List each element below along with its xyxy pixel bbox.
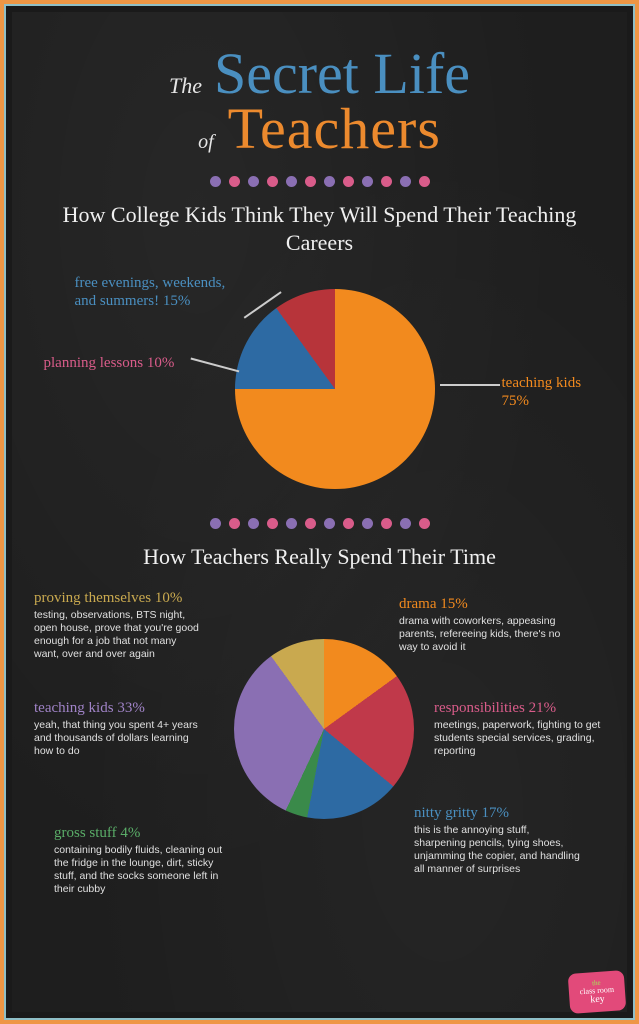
divider-dot — [362, 176, 373, 187]
divider-dot — [381, 176, 392, 187]
title-the: The — [169, 73, 202, 99]
lbl-nitty-desc: this is the annoying stuff, sharpening p… — [414, 824, 584, 877]
divider-dot — [343, 518, 354, 529]
divider-dot — [419, 176, 430, 187]
title-teachers: Teachers — [228, 95, 441, 162]
lbl-resp: responsibilities 21% meetings, paperwork… — [434, 699, 604, 758]
lbl-teaching33: teaching kids 33% yeah, that thing you s… — [34, 699, 204, 758]
divider-dot — [419, 518, 430, 529]
divider-dot — [248, 176, 259, 187]
divider-dot — [305, 176, 316, 187]
divider-dots-top — [34, 176, 605, 187]
divider-dot — [229, 518, 240, 529]
chart1-wrap: teaching kids 75% free evenings, weekend… — [40, 274, 600, 504]
divider-dot — [267, 518, 278, 529]
lbl-gross: gross stuff 4% containing bodily fluids,… — [54, 824, 224, 897]
lbl-drama-title: drama 15% — [399, 596, 468, 612]
divider-dot — [267, 176, 278, 187]
arrow-teaching — [440, 384, 500, 386]
divider-dot — [286, 176, 297, 187]
lbl-teaching33-title: teaching kids 33% — [34, 700, 145, 716]
lbl-teaching33-desc: yeah, that thing you spent 4+ years and … — [34, 719, 204, 758]
lbl-resp-title: responsibilities 21% — [434, 700, 556, 716]
divider-dots-mid — [34, 518, 605, 529]
lbl-free15: free evenings, weekends, and summers! 15… — [75, 274, 226, 310]
divider-dot — [248, 518, 259, 529]
lbl-gross-title: gross stuff 4% — [54, 825, 140, 841]
lbl-resp-desc: meetings, paperwork, fighting to get stu… — [434, 719, 604, 758]
divider-dot — [229, 176, 240, 187]
content: The Secret Life of Teachers How College … — [6, 6, 633, 1018]
main-title: The Secret Life of Teachers — [34, 40, 605, 162]
lbl-proving-desc: testing, observations, BTS night, open h… — [34, 609, 204, 662]
lbl-drama: drama 15% drama with coworkers, appeasin… — [399, 595, 569, 654]
lbl-gross-desc: containing bodily fluids, cleaning out t… — [54, 844, 224, 897]
lbl-teaching75: teaching kids 75% — [502, 374, 600, 410]
divider-dot — [324, 518, 335, 529]
divider-dot — [324, 176, 335, 187]
lbl-nitty-title: nitty gritty 17% — [414, 805, 509, 821]
divider-dot — [362, 518, 373, 529]
lbl-planning10: planning lessons 10% — [44, 354, 175, 372]
lbl-proving: proving themselves 10% testing, observat… — [34, 589, 204, 662]
inner-border: The Secret Life of Teachers How College … — [4, 4, 635, 1020]
chart2-wrap: proving themselves 10% testing, observat… — [34, 589, 614, 919]
divider-dot — [400, 176, 411, 187]
lbl-proving-title: proving themselves 10% — [34, 590, 182, 606]
divider-dot — [381, 518, 392, 529]
divider-dot — [305, 518, 316, 529]
divider-dot — [343, 176, 354, 187]
divider-dot — [210, 176, 221, 187]
outer-frame: The Secret Life of Teachers How College … — [0, 0, 639, 1024]
pie-chart-expectation — [235, 289, 435, 489]
divider-dot — [400, 518, 411, 529]
divider-dot — [210, 518, 221, 529]
lbl-nitty: nitty gritty 17% this is the annoying st… — [414, 804, 584, 877]
section2-heading: How Teachers Really Spend Their Time — [60, 543, 580, 571]
arrow-planning — [190, 358, 239, 372]
section1-heading: How College Kids Think They Will Spend T… — [60, 201, 580, 256]
footer-logo: the class room key — [568, 970, 627, 1014]
divider-dot — [286, 518, 297, 529]
pie-chart-reality — [234, 639, 414, 819]
title-of: of — [198, 131, 214, 154]
logo-key: key — [590, 994, 605, 1005]
lbl-drama-desc: drama with coworkers, appeasing parents,… — [399, 615, 569, 654]
